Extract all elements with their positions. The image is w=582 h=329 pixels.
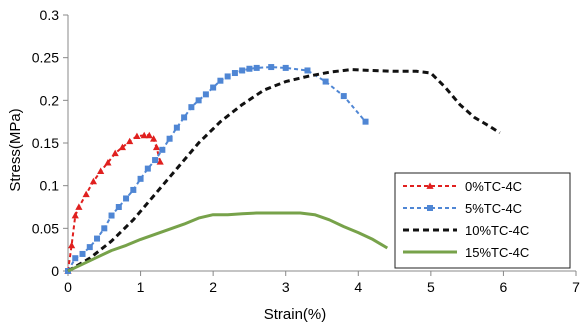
- legend-item: 15%TC-4C: [403, 245, 529, 260]
- data-point: [101, 225, 108, 232]
- data-point: [181, 114, 188, 121]
- data-point: [71, 211, 79, 219]
- data-point: [166, 135, 173, 142]
- series-10%TC-4C: [67, 68, 501, 273]
- data-point: [82, 190, 90, 198]
- x-tick-label: 7: [572, 279, 580, 295]
- data-point: [115, 204, 122, 210]
- y-tick-label: 0.25: [32, 50, 59, 66]
- data-point: [86, 244, 93, 251]
- y-axis: 0 0.05 0.1 0.15 0.2 0.25 0.3: [32, 7, 69, 279]
- y-tick-label: 0.15: [32, 135, 59, 151]
- x-tick-label: 1: [137, 279, 145, 295]
- y-axis-title: Stress(MPa): [7, 108, 24, 191]
- legend-marker: [427, 205, 433, 211]
- data-point: [137, 175, 144, 182]
- data-point: [68, 241, 76, 249]
- legend-marker: [426, 182, 434, 189]
- x-tick-label: 0: [64, 279, 72, 295]
- series-0%TC-4C: [64, 131, 164, 274]
- series-group: [64, 64, 501, 274]
- data-point: [304, 67, 311, 74]
- data-point: [202, 91, 209, 98]
- data-point: [126, 137, 134, 145]
- legend-label: 15%TC-4C: [465, 245, 529, 260]
- data-point: [89, 177, 97, 185]
- data-point: [173, 124, 180, 131]
- data-point: [282, 64, 289, 71]
- y-tick-label: 0.2: [40, 92, 60, 108]
- data-point: [140, 131, 148, 139]
- y-tick-label: 0.1: [40, 178, 60, 194]
- legend-label: 10%TC-4C: [465, 223, 529, 238]
- y-tick-label: 0: [51, 263, 59, 279]
- data-point: [195, 97, 202, 104]
- data-point: [246, 65, 253, 72]
- data-point: [145, 131, 153, 139]
- x-tick-label: 4: [354, 279, 362, 295]
- x-tick-label: 5: [427, 279, 435, 295]
- series-line: [67, 66, 367, 272]
- data-point: [188, 104, 195, 111]
- x-tick-label: 6: [500, 279, 508, 295]
- data-point: [104, 159, 112, 166]
- data-point: [159, 146, 166, 153]
- data-point: [239, 67, 246, 74]
- data-point: [217, 77, 224, 84]
- y-tick-label: 0.3: [40, 7, 60, 23]
- data-point: [268, 64, 275, 71]
- data-point: [340, 93, 347, 100]
- series-line: [67, 68, 501, 273]
- data-point: [362, 118, 369, 125]
- data-point: [75, 203, 83, 210]
- data-point: [253, 64, 260, 71]
- legend-label: 5%TC-4C: [465, 201, 522, 216]
- data-point: [72, 255, 79, 262]
- data-point: [97, 167, 105, 175]
- data-point: [118, 143, 127, 151]
- data-point: [123, 195, 130, 202]
- data-point: [130, 186, 137, 193]
- legend-item: 5%TC-4C: [403, 201, 522, 216]
- x-axis: 0 1 2 3 4 5 6 7: [64, 270, 580, 295]
- legend-item: 0%TC-4C: [403, 179, 522, 194]
- data-point: [108, 212, 115, 219]
- legend-item: 10%TC-4C: [403, 223, 529, 238]
- data-point: [79, 250, 86, 257]
- data-point: [322, 78, 329, 85]
- data-point: [152, 143, 161, 151]
- legend: 0%TC-4C 5%TC-4C 10%TC-4C 15%TC-4C: [394, 172, 571, 269]
- legend-label: 0%TC-4C: [465, 179, 522, 194]
- y-tick-label: 0.05: [32, 220, 59, 236]
- data-point: [152, 157, 159, 164]
- data-point: [144, 165, 151, 172]
- series-line: [67, 211, 389, 273]
- data-point: [133, 132, 141, 140]
- x-axis-title: Strain(%): [264, 306, 327, 323]
- data-point: [150, 135, 158, 142]
- data-point: [94, 235, 101, 242]
- data-point: [111, 149, 119, 157]
- series-15%TC-4C: [67, 211, 389, 273]
- data-point: [210, 84, 217, 91]
- data-point: [231, 70, 238, 77]
- x-tick-label: 2: [209, 279, 217, 295]
- data-point: [156, 158, 164, 165]
- series-5%TC-4C: [65, 64, 369, 274]
- data-point: [224, 73, 231, 80]
- x-tick-label: 3: [282, 279, 290, 295]
